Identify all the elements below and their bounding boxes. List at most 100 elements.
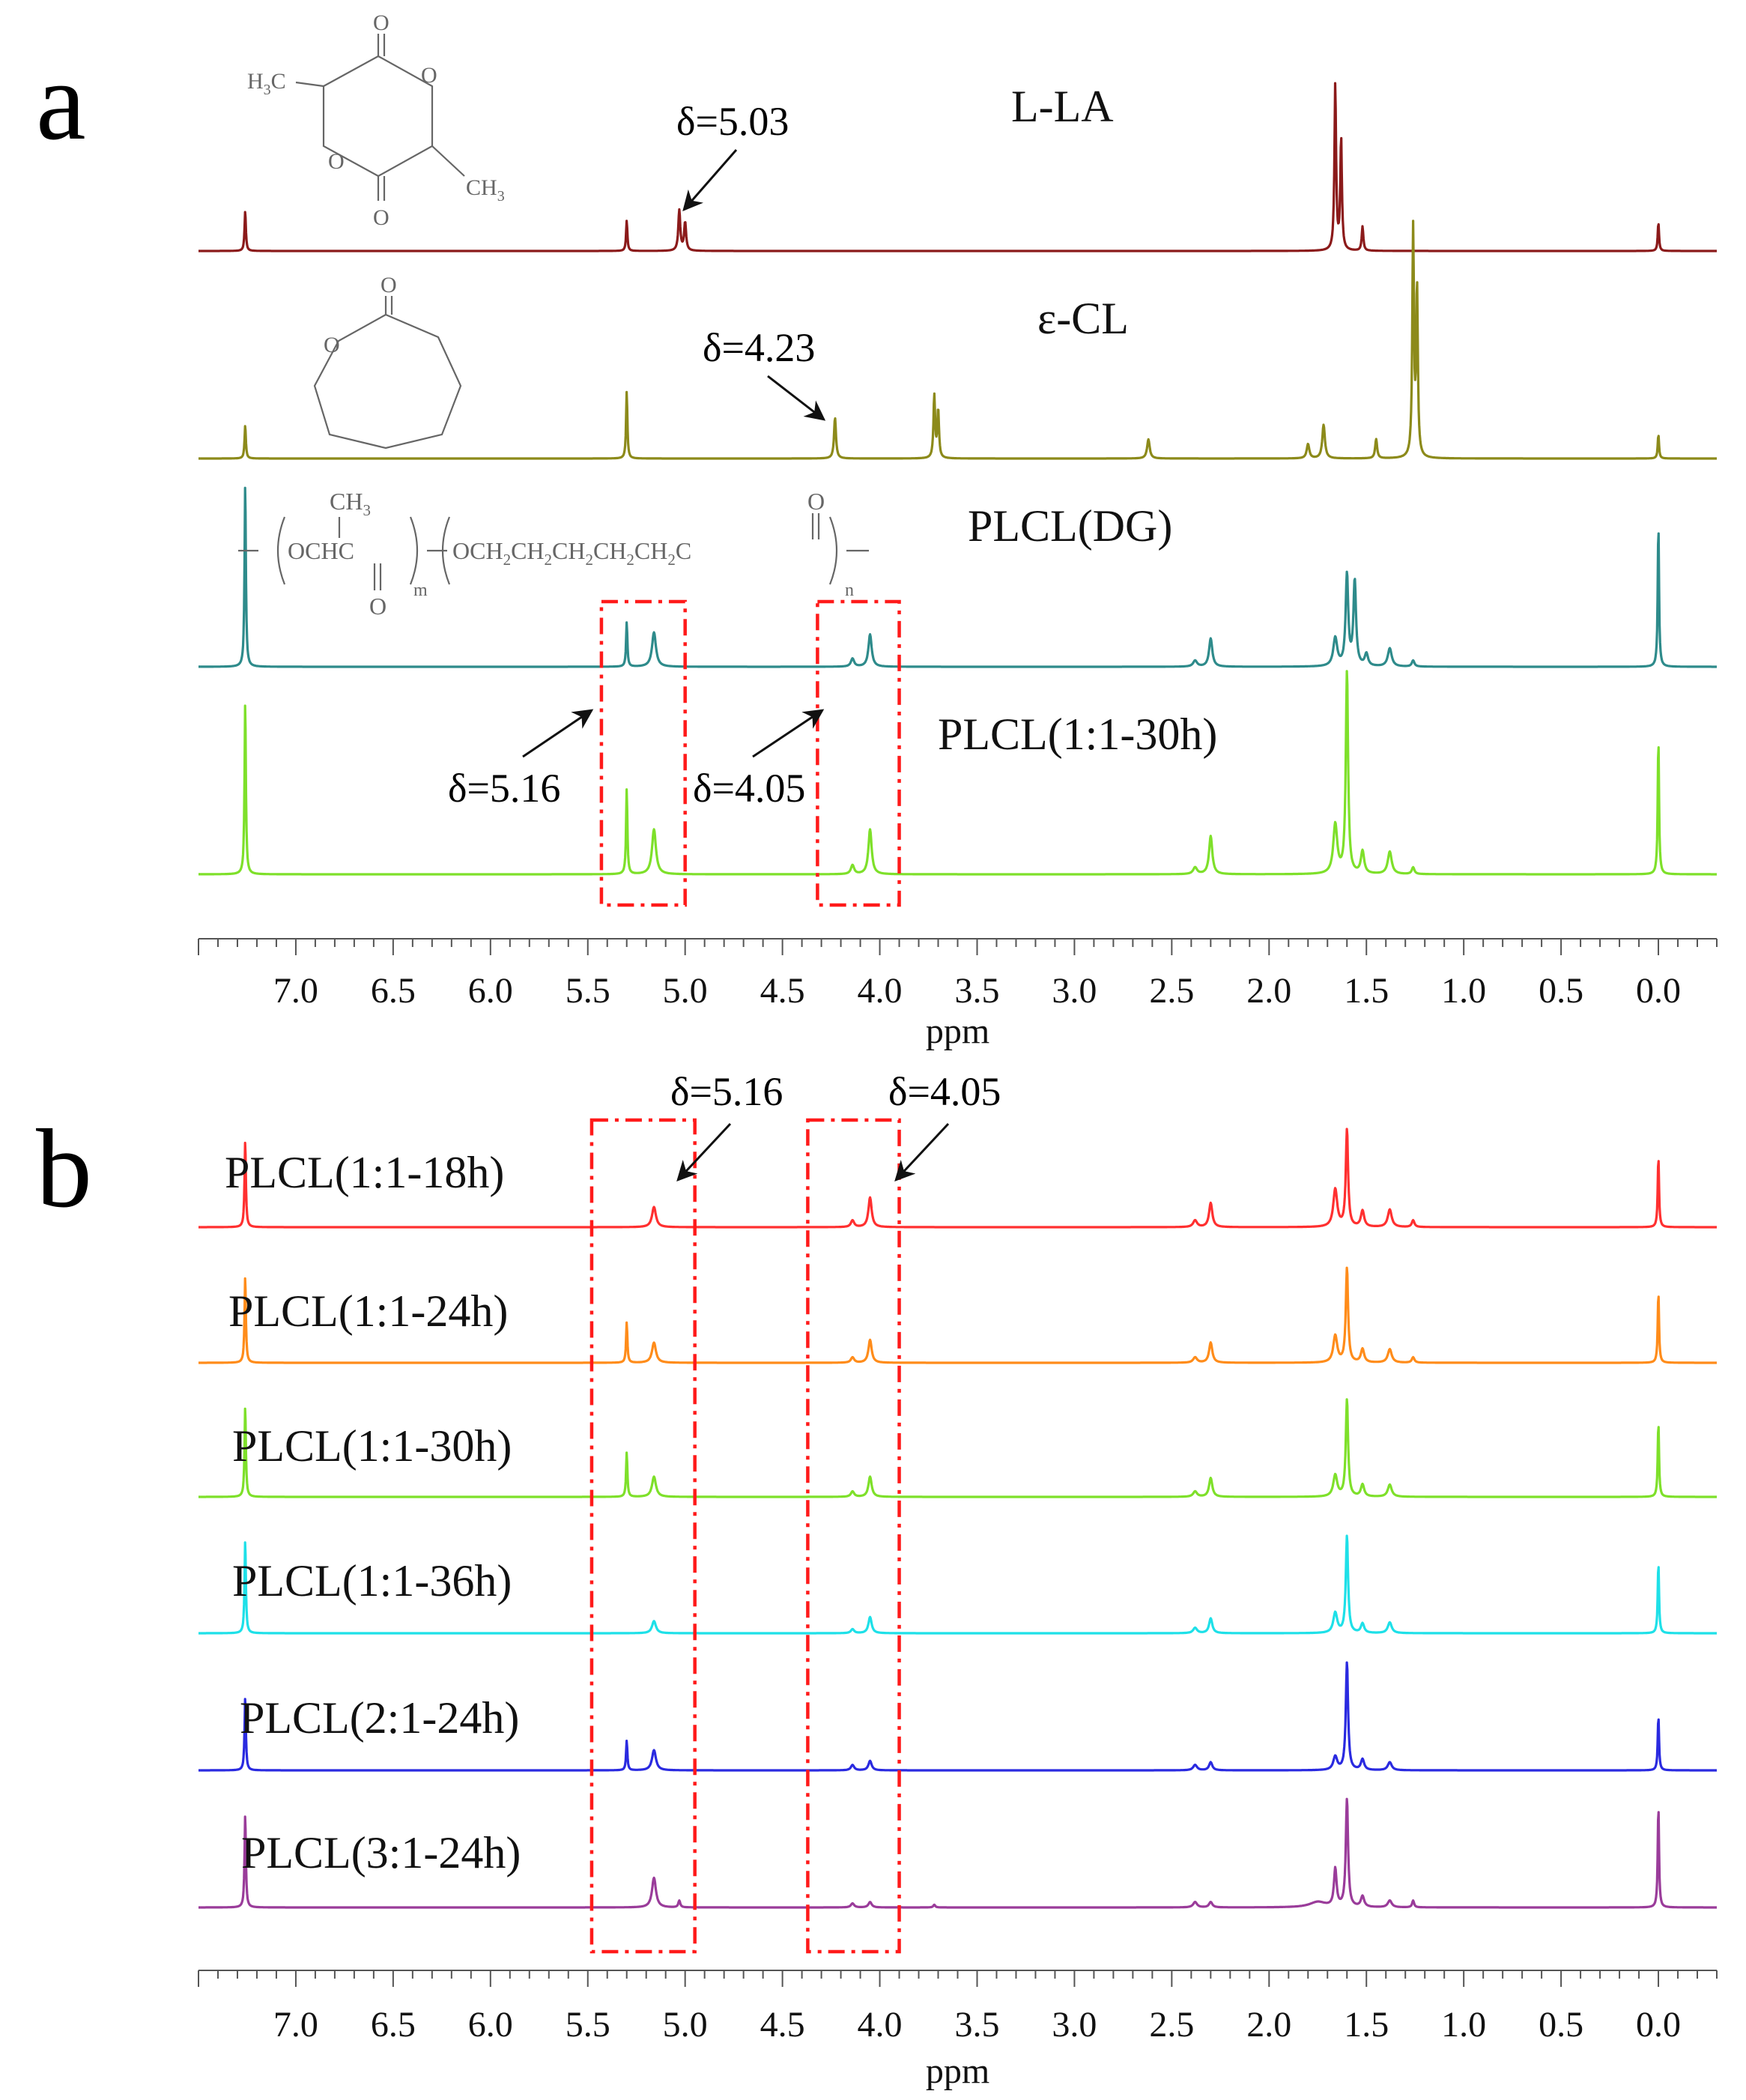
series-label-a-l-la: L-LA <box>1011 82 1114 131</box>
plcl-o-left: O <box>369 593 387 620</box>
plcl-caprolactone-unit: OCH2CH2CH2CH2CH2C <box>452 537 691 569</box>
lla-o-ring-right: O <box>421 63 437 88</box>
x-tick-label-a: 2.5 <box>1149 971 1194 1011</box>
panel-b-x-axis: 7.0 6.5 6.0 5.5 5.0 4.5 4.0 3.5 3.0 2.5 2.0 1.5 1.0 0… <box>198 1970 1718 2091</box>
annotation-plcl-4-05-arrow <box>752 709 825 758</box>
spectrum-b-plcl-1-1-36h <box>198 1534 1718 1635</box>
x-tick-label-b: 4.5 <box>760 2005 805 2045</box>
plcl-structure <box>238 513 869 590</box>
plcl-n-subscript: n <box>845 581 854 600</box>
annotation-plcl-4-05: δ=4.05 <box>693 766 805 811</box>
x-tick-label-a: 3.5 <box>954 971 999 1011</box>
x-tick-label-b: 1.5 <box>1344 2005 1389 2045</box>
x-tick-label-b: 7.0 <box>273 2005 318 2045</box>
annotation-lla-5-03: δ=5.03 <box>676 99 789 144</box>
lla-h3c-label: H3C <box>247 69 286 98</box>
x-tick-label-b: 2.5 <box>1149 2005 1194 2045</box>
series-label-b-plcl-1-1-30h: PLCL(1:1-30h) <box>232 1421 512 1471</box>
ecl-structure-labels: O O <box>324 273 397 357</box>
x-tick-label-b: 3.5 <box>954 2005 999 2045</box>
annotation-plcl-5-16: δ=5.16 <box>448 766 560 811</box>
panel-a: a L-LA ε-CL PLCL(DG) PLCL(1:1-30h) 7.0 6.5 6.… <box>36 10 1718 1051</box>
plcl-ch3-label: CH3 <box>330 488 371 519</box>
ecl-o-carbonyl: O <box>381 273 397 297</box>
highlight-region-b-2 <box>806 1118 901 1954</box>
panel-label-b: b <box>36 1107 92 1231</box>
highlight-region-a-2 <box>816 599 901 907</box>
annotation-lla-5-03-arrow <box>682 149 738 212</box>
spectrum-b-plcl-1-1-18h <box>198 1128 1718 1229</box>
x-tick-label-b: 4.0 <box>858 2005 903 2045</box>
x-tick-label-a: 4.0 <box>858 971 903 1011</box>
highlight-region-b-1 <box>589 1118 697 1954</box>
lla-structure <box>295 34 465 201</box>
x-tick-label-b: 3.0 <box>1052 2005 1097 2045</box>
annotation-b-5-16: δ=5.16 <box>670 1069 783 1114</box>
x-tick-label-b: 6.5 <box>371 2005 416 2045</box>
spectrum-a-cl <box>198 220 1718 460</box>
x-tick-label-a: 1.5 <box>1344 971 1389 1011</box>
x-tick-label-b: 5.0 <box>663 2005 708 2045</box>
series-label-b-plcl-1-1-24h: PLCL(1:1-24h) <box>228 1286 508 1336</box>
lla-structure-labels: H3C CH3 O O O O <box>247 10 505 230</box>
panel-a-series-group <box>198 82 1718 876</box>
annotation-plcl-5-16-arrow <box>522 709 594 758</box>
x-tick-label-a: 2.0 <box>1246 971 1291 1011</box>
panel-b-highlight-regions <box>589 1118 901 1954</box>
series-label-a-cl: ε-CL <box>1037 294 1129 343</box>
spectrum-b-plcl-1-1-24h <box>198 1266 1718 1364</box>
panel-a-highlight-regions <box>599 599 901 907</box>
spectrum-a-plcl-1-1-30h <box>198 670 1718 876</box>
series-label-a-plcl-dg: PLCL(DG) <box>968 501 1172 551</box>
x-tick-label-a: 7.0 <box>273 971 318 1011</box>
lla-o-ring-left: O <box>328 149 345 174</box>
series-label-b-plcl-2-1-24h: PLCL(2:1-24h) <box>240 1693 519 1743</box>
annotation-ecl-4-23: δ=4.23 <box>703 325 815 370</box>
x-tick-label-a: 6.0 <box>468 971 513 1011</box>
spectrum-b-plcl-1-1-30h <box>198 1398 1718 1498</box>
ecl-structure <box>313 296 462 450</box>
annotation-b-4-05: δ=4.05 <box>888 1069 1001 1114</box>
annotation-b-4-05-arrow <box>894 1122 950 1181</box>
plcl-m-subscript: m <box>413 581 428 600</box>
plcl-o-right: O <box>807 488 825 515</box>
spectrum-a-l-la <box>198 82 1718 252</box>
spectrum-b-plcl-3-1-24h <box>198 1797 1718 1909</box>
annotation-b-5-16-arrow <box>676 1122 732 1181</box>
series-label-b-plcl-1-1-18h: PLCL(1:1-18h) <box>225 1148 504 1197</box>
x-tick-label-a: 5.5 <box>566 971 610 1011</box>
x-tick-label-b: 0.0 <box>1636 2005 1681 2045</box>
x-tick-label-b: 1.0 <box>1441 2005 1486 2045</box>
panel-b-series-group <box>198 1128 1718 1909</box>
x-tick-label-b: 5.5 <box>566 2005 610 2045</box>
ecl-o-ring: O <box>324 333 340 357</box>
lla-o-top: O <box>373 10 389 35</box>
spectrum-a-plcl-dg <box>198 486 1718 668</box>
plcl-lactide-unit: OCHC <box>288 537 354 564</box>
series-label-b-plcl-3-1-24h: PLCL(3:1-24h) <box>241 1828 521 1877</box>
lla-ch3-label: CH3 <box>466 175 505 205</box>
x-tick-label-a: 0.5 <box>1539 971 1583 1011</box>
annotation-ecl-4-23-arrow <box>767 375 826 421</box>
x-tick-label-a: 5.0 <box>663 971 708 1011</box>
panel-b-series-labels: PLCL(1:1-18h) PLCL(1:1-24h) PLCL(1:1-30h) P… <box>225 1148 521 1877</box>
x-tick-label-b: 2.0 <box>1246 2005 1291 2045</box>
series-label-b-plcl-1-1-36h: PLCL(1:1-36h) <box>232 1556 512 1606</box>
x-tick-label-b: 6.0 <box>468 2005 513 2045</box>
x-axis-label-b: ppm <box>926 2051 989 2091</box>
spectrum-b-plcl-2-1-24h <box>198 1661 1718 1772</box>
panel-a-x-axis: 7.0 6.5 6.0 5.5 5.0 4.5 4.0 3.5 3.0 2.5 2.0 1.5 1.0 0… <box>198 938 1718 1051</box>
x-tick-label-a: 3.0 <box>1052 971 1097 1011</box>
highlight-region-a-1 <box>599 599 687 907</box>
panel-label-a: a <box>36 39 86 163</box>
x-tick-label-a: 0.0 <box>1636 971 1681 1011</box>
panel-b: b PLCL(1:1-18h) PLCL(1:1-24h) PLCL(1:1-30h… <box>36 1069 1718 2091</box>
series-label-a-plcl-1-1-30h: PLCL(1:1-30h) <box>938 709 1217 759</box>
x-tick-label-a: 4.5 <box>760 971 805 1011</box>
x-tick-label-a: 6.5 <box>371 971 416 1011</box>
lla-o-bottom: O <box>373 205 389 230</box>
x-tick-label-a: 1.0 <box>1441 971 1486 1011</box>
plcl-structure-labels: CH3 OCHC OCH2CH2CH2CH2CH2C O O m n <box>288 488 854 620</box>
x-tick-label-b: 0.5 <box>1539 2005 1583 2045</box>
